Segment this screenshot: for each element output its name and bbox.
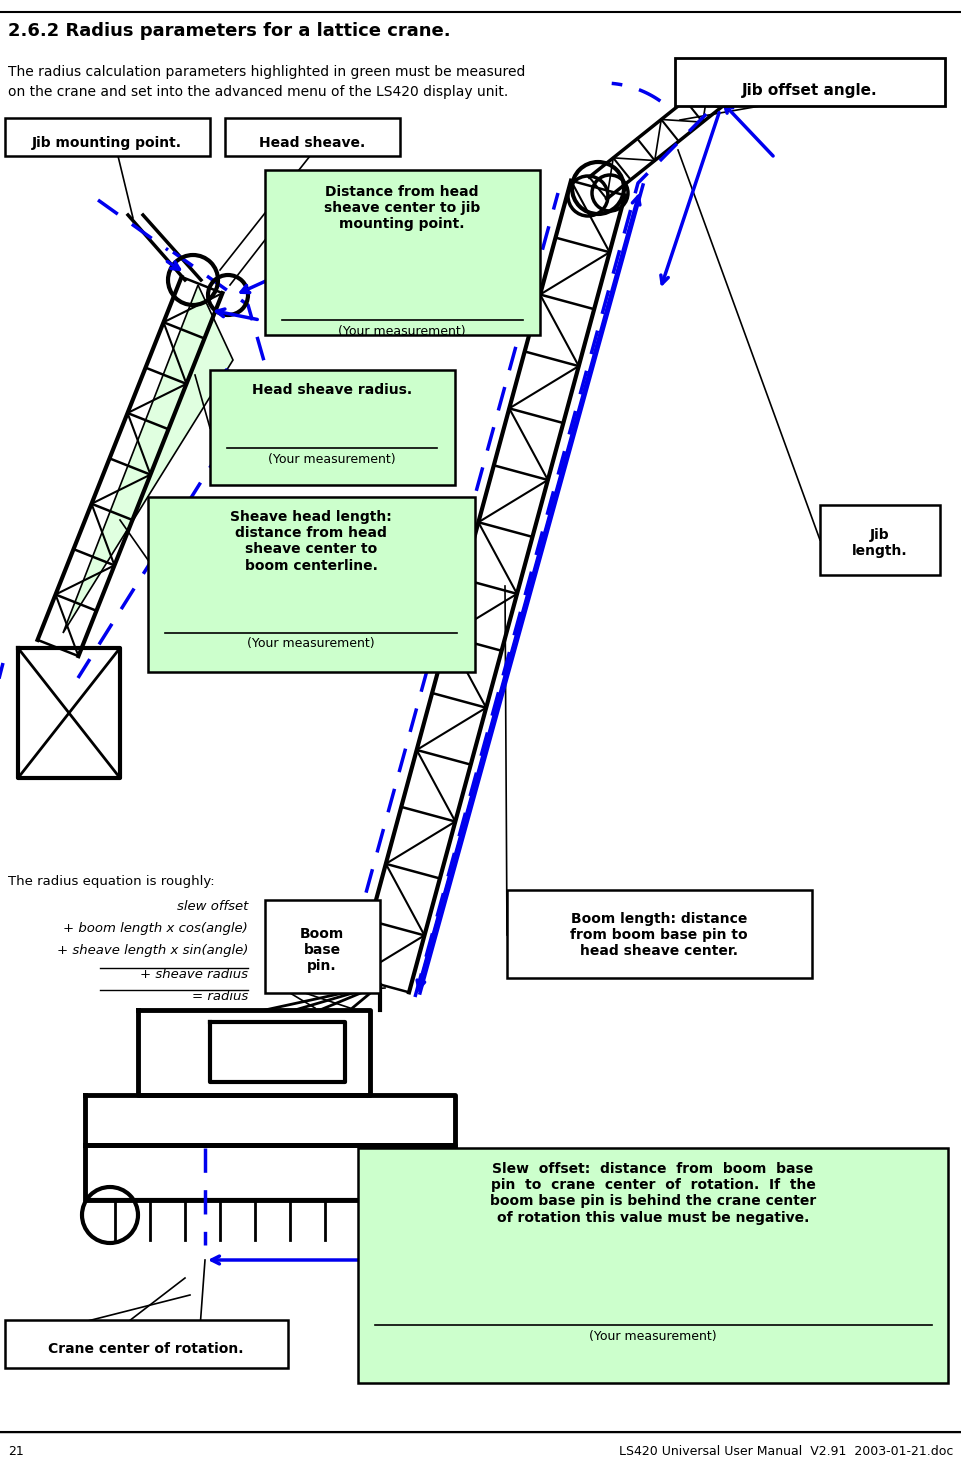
Bar [5, 119, 210, 155]
Text: Boom
base
pin.: Boom base pin. [300, 927, 344, 973]
Text: Distance from head
sheave center to jib
mounting point.: Distance from head sheave center to jib … [324, 185, 480, 231]
Bar [148, 497, 475, 672]
Bar [358, 1149, 948, 1383]
Bar [675, 59, 945, 105]
Bar [265, 170, 540, 335]
Text: Boom length: distance
from boom base pin to
head sheave center.: Boom length: distance from boom base pin… [570, 911, 748, 958]
Text: Sheave head length:
distance from head
sheave center to
boom centerline.: Sheave head length: distance from head s… [230, 510, 392, 573]
Text: on the crane and set into the advanced menu of the LS420 display unit.: on the crane and set into the advanced m… [8, 85, 508, 100]
Text: Head sheave radius.: Head sheave radius. [252, 382, 412, 397]
Text: The radius calculation parameters highlighted in green must be measured: The radius calculation parameters highli… [8, 64, 526, 79]
Text: + boom length x cos(angle): + boom length x cos(angle) [63, 921, 248, 935]
Bar [507, 891, 812, 979]
Text: (Your measurement): (Your measurement) [338, 325, 466, 338]
Bar [820, 505, 940, 574]
Text: 21: 21 [8, 1444, 24, 1458]
Bar [225, 119, 400, 155]
Text: (Your measurement): (Your measurement) [589, 1330, 717, 1343]
Text: Jib offset angle.: Jib offset angle. [742, 82, 877, 98]
Text: Jib mounting point.: Jib mounting point. [32, 136, 182, 149]
Text: + sheave radius: + sheave radius [140, 968, 248, 982]
Text: Crane center of rotation.: Crane center of rotation. [48, 1342, 244, 1357]
Text: (Your measurement): (Your measurement) [268, 453, 396, 466]
Text: The radius equation is roughly:: The radius equation is roughly: [8, 875, 214, 888]
Text: (Your measurement): (Your measurement) [247, 637, 375, 650]
Bar [265, 900, 380, 993]
Text: Head sheave.: Head sheave. [259, 136, 365, 149]
Text: Slew  offset:  distance  from  boom  base
pin  to  crane  center  of  rotation. : Slew offset: distance from boom base pin… [490, 1162, 816, 1225]
Text: 2.6.2 Radius parameters for a lattice crane.: 2.6.2 Radius parameters for a lattice cr… [8, 22, 451, 40]
Bar [210, 371, 455, 485]
Text: + sheave length x sin(angle): + sheave length x sin(angle) [57, 943, 248, 957]
Bar [5, 1320, 288, 1368]
Text: = radius: = radius [192, 990, 248, 1004]
Text: Jib
length.: Jib length. [852, 527, 908, 558]
Polygon shape [63, 286, 233, 633]
Text: LS420 Universal User Manual  V2.91  2003-01-21.doc: LS420 Universal User Manual V2.91 2003-0… [619, 1444, 953, 1458]
Text: slew offset: slew offset [177, 900, 248, 913]
